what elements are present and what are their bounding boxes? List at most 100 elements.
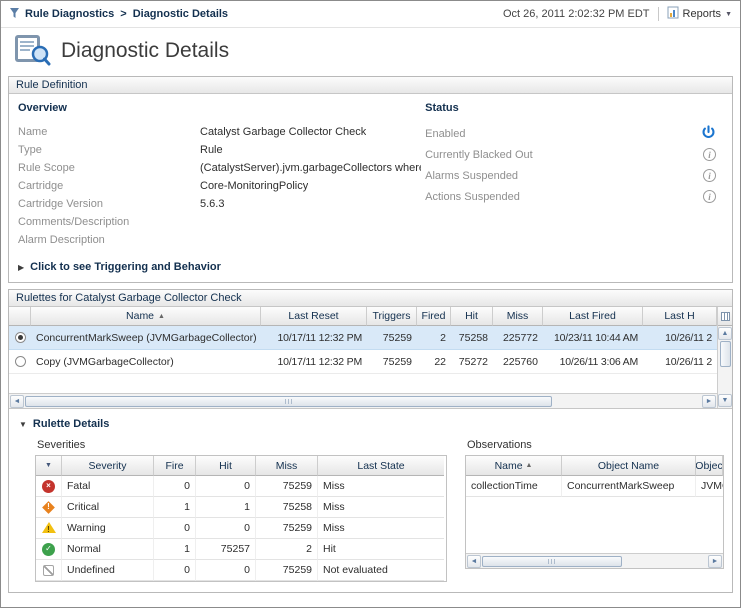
table-empty-area — [466, 497, 723, 553]
rulette-details-title: Rulette Details — [32, 418, 110, 430]
topbar-right: Oct 26, 2011 2:02:32 PM EDT Reports ▼ — [503, 6, 732, 22]
warning-icon: ! — [41, 521, 56, 535]
rulettes-panel: Rulettes for Catalyst Garbage Collector … — [8, 289, 733, 593]
column-header-severity[interactable]: Severity — [62, 456, 154, 476]
severity-hit: 75257 — [196, 539, 256, 560]
rulette-row-triggers: 75259 — [367, 350, 417, 374]
severity-hit: 1 — [196, 497, 256, 518]
severity-last-state: Miss — [318, 518, 444, 539]
severity-filter-button[interactable]: ▼ — [36, 456, 62, 476]
rulette-details-expander[interactable]: ▼ Rulette Details — [9, 418, 732, 430]
column-header-object-name[interactable]: Object Name — [562, 456, 696, 476]
severity-name: Warning — [62, 518, 154, 539]
horizontal-scrollbar[interactable]: ◄ ► — [466, 553, 723, 568]
observation-object-name: ConcurrentMarkSweep — [562, 476, 696, 497]
info-icon[interactable]: i — [703, 148, 716, 161]
severity-hit: 0 — [196, 560, 256, 581]
scroll-down-button[interactable]: ▼ — [718, 394, 732, 407]
triggering-behavior-expander[interactable]: ▶ Click to see Triggering and Behavior — [9, 249, 732, 282]
breadcrumb-rule-diagnostics[interactable]: Rule Diagnostics — [25, 8, 115, 20]
status-row-actions-suspended: Actions Suspended i — [425, 186, 716, 207]
severity-fire: 1 — [154, 539, 196, 560]
breadcrumb-icon — [9, 7, 20, 22]
chevron-right-icon: ▶ — [18, 262, 25, 272]
rulette-row-triggers: 75259 — [367, 326, 417, 350]
reports-icon — [667, 6, 679, 22]
column-header-last-fired[interactable]: Last Fired — [543, 307, 643, 326]
table-empty-area — [9, 374, 717, 393]
column-header-name[interactable]: Name ▲ — [466, 456, 562, 476]
vertical-scrollbar[interactable]: ▲ ▼ — [717, 307, 732, 408]
rulette-row-last-reset: 10/17/11 12:32 PM — [261, 350, 367, 374]
diagnostic-details-icon — [13, 33, 51, 69]
severity-icon-cell: ! — [36, 497, 62, 518]
overview-title: Overview — [18, 102, 67, 114]
top-bar: Rule Diagnostics > Diagnostic Details Oc… — [1, 1, 740, 28]
field-value: 5.6.3 — [200, 198, 225, 210]
critical-icon: ! — [42, 500, 56, 514]
severities-table: ▼ Severity Fire Hit Miss Last State × Fa… — [35, 455, 447, 582]
rulette-row-last-hit: 10/26/11 2 — [643, 326, 717, 350]
status-row-blacked-out: Currently Blacked Out i — [425, 144, 716, 165]
rule-definition-panel: Rule Definition Overview Name Catalyst G… — [8, 76, 733, 283]
severity-last-state: Miss — [318, 476, 444, 497]
observation-name[interactable]: collectionTime — [466, 476, 562, 497]
title-bar: Diagnostic Details — [1, 28, 740, 76]
scroll-right-button[interactable]: ► — [702, 394, 716, 408]
reports-menu[interactable]: Reports ▼ — [667, 6, 732, 22]
column-header-last-state[interactable]: Last State — [318, 456, 444, 476]
observation-object: JVMGarbag — [696, 476, 723, 497]
column-label: Name — [494, 459, 523, 472]
rulette-row-last-hit: 10/26/11 2 — [643, 350, 717, 374]
column-header-name[interactable]: Name ▲ — [31, 307, 261, 326]
rulette-row-last-fired: 10/26/11 3:06 AM — [543, 350, 643, 374]
scrollbar-track[interactable] — [25, 395, 701, 408]
power-icon[interactable] — [701, 124, 716, 143]
field-row-comments: Comments/Description — [18, 213, 421, 231]
column-header-fire[interactable]: Fire — [154, 456, 196, 476]
rulette-row-miss: 225760 — [493, 350, 543, 374]
info-icon[interactable]: i — [703, 190, 716, 203]
rulette-row-name[interactable]: Copy (JVMGarbageCollector) — [31, 350, 261, 374]
overview-section: Overview Name Catalyst Garbage Collector… — [9, 101, 421, 249]
scroll-left-button[interactable]: ◄ — [10, 394, 24, 408]
column-header-object[interactable]: Objec — [696, 456, 723, 476]
rulette-row-radio[interactable] — [9, 326, 31, 350]
radio-button[interactable] — [14, 356, 26, 367]
severity-last-state: Hit — [318, 539, 444, 560]
column-header-triggers[interactable]: Triggers — [367, 307, 417, 326]
rulette-row-name[interactable]: ConcurrentMarkSweep (JVMGarbageCollector… — [31, 326, 261, 350]
scrollbar-track[interactable] — [482, 555, 707, 568]
rulette-row-radio[interactable] — [9, 350, 31, 374]
column-header-last-hit[interactable]: Last H — [643, 307, 717, 326]
severity-name: Undefined — [62, 560, 154, 581]
column-header-miss[interactable]: Miss — [256, 456, 318, 476]
info-icon[interactable]: i — [703, 169, 716, 182]
scroll-left-button[interactable]: ◄ — [467, 554, 481, 568]
column-header-hit[interactable]: Hit — [196, 456, 256, 476]
column-selector-button[interactable] — [718, 307, 732, 326]
field-row-rule-scope: Rule Scope (CatalystServer).jvm.garbageC… — [18, 159, 421, 177]
scrollbar-thumb[interactable] — [719, 341, 731, 367]
severity-miss: 75259 — [256, 476, 318, 497]
observations-table: Name ▲ Object Name Objec collectionTime … — [465, 455, 724, 569]
column-header-hit[interactable]: Hit — [451, 307, 493, 326]
column-header-fired[interactable]: Fired — [417, 307, 451, 326]
scroll-right-button[interactable]: ► — [708, 554, 722, 568]
scroll-up-button[interactable]: ▲ — [718, 327, 732, 340]
status-label: Enabled — [425, 127, 466, 140]
field-row-name: Name Catalyst Garbage Collector Check — [18, 123, 421, 141]
horizontal-scrollbar[interactable]: ◄ ► — [9, 393, 717, 408]
column-header-miss[interactable]: Miss — [493, 307, 543, 326]
scrollbar-thumb[interactable] — [482, 555, 622, 567]
field-row-alarm-description: Alarm Description — [18, 231, 421, 249]
radio-button-selected[interactable] — [14, 332, 26, 343]
field-row-cartridge: Cartridge Core-MonitoringPolicy — [18, 177, 421, 195]
rulette-row-fired: 2 — [417, 326, 451, 350]
expander-label: Click to see Triggering and Behavior — [30, 261, 221, 273]
column-header-last-reset[interactable]: Last Reset — [261, 307, 367, 326]
rulette-details-section: ▼ Rulette Details Severities ▼ Severity … — [9, 408, 732, 592]
field-label: Name — [18, 126, 48, 138]
scrollbar-thumb[interactable] — [25, 395, 553, 407]
